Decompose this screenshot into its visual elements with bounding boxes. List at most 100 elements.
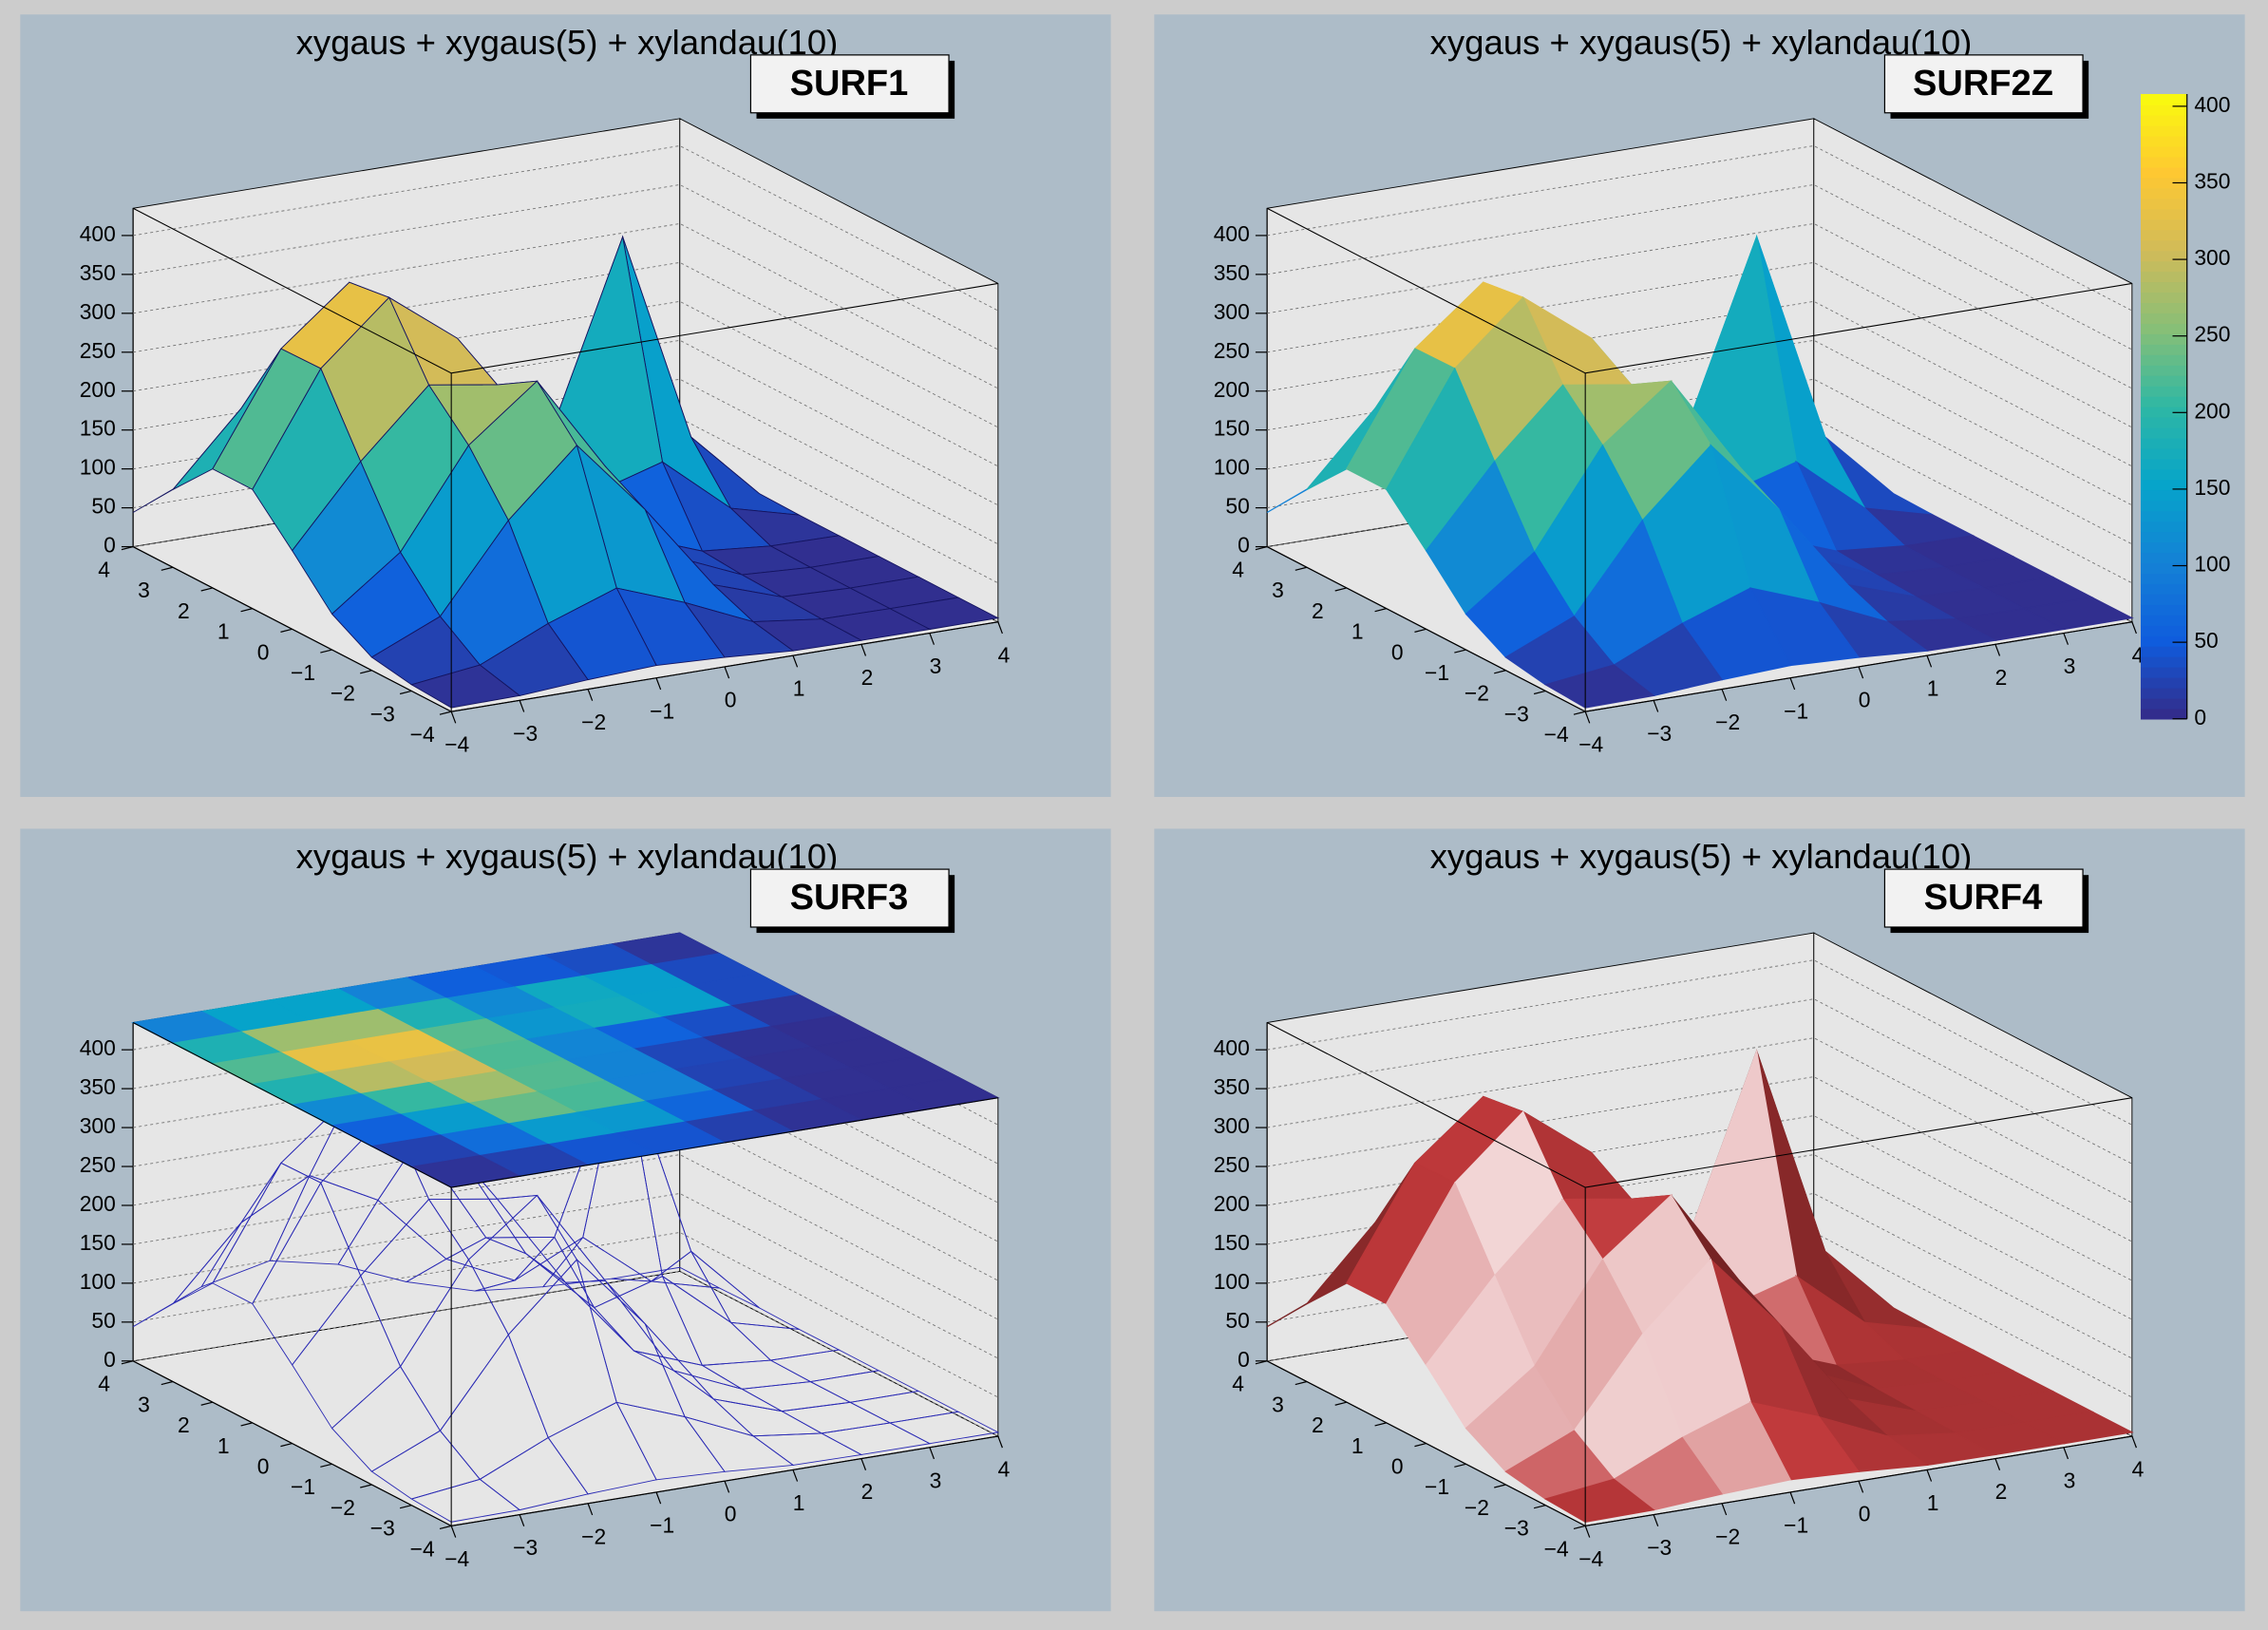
x-tick (2063, 1447, 2070, 1460)
grid-line (1267, 1115, 2133, 1281)
colorbar-band (2140, 177, 2187, 189)
grid-line (133, 417, 999, 584)
x-tick-label: −1 (1784, 698, 1808, 723)
x-tick-label: 3 (2064, 1468, 2076, 1492)
y-tick (1374, 1422, 1387, 1427)
y-tick (1334, 1401, 1348, 1406)
x-tick-label: 1 (793, 1490, 805, 1515)
x-tick (792, 654, 799, 668)
x-tick-label: −3 (1647, 721, 1672, 746)
y-tick (1414, 628, 1427, 633)
x-tick (929, 1447, 936, 1460)
y-tick-label: 2 (1312, 598, 1324, 623)
colorbar-band (2140, 354, 2187, 366)
z-tick-label: 400 (80, 1035, 116, 1060)
colorbar-band (2140, 281, 2187, 294)
colorbar-tick-label: 250 (2194, 322, 2230, 347)
y-tick-label: 4 (98, 557, 110, 581)
x-tick-label: 3 (2064, 654, 2076, 678)
grid-line (133, 183, 999, 351)
x-tick-label: 4 (998, 1457, 1011, 1482)
z-tick-label: 400 (1214, 1035, 1250, 1060)
y-tick-label: −3 (370, 1516, 395, 1541)
z-tick-label: 200 (80, 1191, 116, 1216)
grid-line (1267, 339, 2133, 506)
label-box (1883, 868, 2084, 928)
z-tick-label: 100 (80, 455, 116, 480)
colorbar-band (2140, 198, 2187, 210)
z-tick-label: 350 (1214, 260, 1250, 285)
surface-cell (410, 664, 521, 709)
y-tick (399, 1505, 412, 1509)
y-tick (1374, 608, 1387, 613)
y-tick-label: 4 (1232, 1372, 1244, 1396)
x-tick-label: 1 (1927, 1490, 1939, 1515)
x-tick (450, 711, 457, 724)
y-tick-label: −3 (1504, 701, 1529, 726)
x-tick (724, 1480, 730, 1493)
x-tick (1926, 1469, 1933, 1482)
y-tick-label: 1 (217, 1433, 230, 1458)
y-tick (439, 711, 452, 715)
y-tick-label: −1 (291, 1474, 315, 1499)
colorbar-band (2140, 145, 2187, 158)
colorbar-band (2140, 625, 2187, 636)
y-tick-label: 3 (1272, 578, 1284, 602)
grid-line (1267, 1037, 2133, 1204)
z-tick-label: 350 (80, 260, 116, 285)
y-tick (399, 690, 412, 695)
y-tick (1573, 1525, 1586, 1530)
x-tick-label: 2 (1995, 665, 2008, 690)
y-tick-label: 4 (98, 1372, 110, 1396)
z-tick-label: 350 (1214, 1074, 1250, 1099)
x-tick-label: 0 (725, 688, 737, 712)
colorbar-tick-label: 200 (2194, 398, 2230, 423)
colorbar-band (2140, 93, 2187, 105)
z-tick-label: 50 (91, 1308, 115, 1333)
colorbar-band (2140, 573, 2187, 584)
grid-line (1267, 1154, 2133, 1320)
y-tick-label: −1 (1425, 660, 1449, 685)
colorbar-band (2140, 500, 2187, 512)
y-tick-label: 1 (1351, 1433, 1364, 1458)
y-tick-label: −2 (1465, 1495, 1489, 1520)
x-tick-label: 1 (793, 676, 805, 701)
x-tick-label: 2 (861, 665, 874, 690)
colorbar-band (2140, 635, 2187, 647)
grid-line (1267, 959, 2133, 1126)
z-tick-label: 300 (1214, 1113, 1250, 1138)
x-tick-label: −2 (581, 1524, 606, 1548)
z-tick-label: 250 (80, 338, 116, 363)
z-tick-label: 100 (1214, 1269, 1250, 1294)
colorbar-band (2140, 166, 2187, 179)
grid-line (133, 222, 999, 389)
colorbar-band (2140, 468, 2187, 481)
y-tick (360, 1484, 372, 1488)
z-tick-label: 0 (1238, 533, 1250, 558)
colorbar-band (2140, 406, 2187, 418)
x-tick (2063, 633, 2070, 645)
x-tick (1584, 1526, 1591, 1538)
label-box (749, 54, 950, 114)
z-tick-label: 150 (1214, 1230, 1250, 1255)
x-tick (1926, 654, 1933, 668)
y-tick-label: −2 (331, 681, 355, 706)
grid-line (133, 339, 999, 506)
colorbar-band (2140, 260, 2187, 273)
x-tick-label: 3 (930, 1468, 942, 1492)
colorbar-band (2140, 218, 2187, 231)
z-tick-label: 200 (1214, 377, 1250, 402)
colorbar-band (2140, 615, 2187, 626)
colorbar-tick-label: 400 (2194, 92, 2230, 117)
y-tick-label: −4 (410, 722, 435, 747)
chart-title: xygaus + xygaus(5) + xylandau(10) (296, 837, 839, 876)
y-tick (1295, 1380, 1308, 1386)
x-tick (519, 1514, 525, 1526)
z-tick-label: 200 (1214, 1191, 1250, 1216)
x-tick-label: −2 (1715, 1524, 1740, 1548)
grid-line (133, 1154, 999, 1320)
y-tick (1295, 566, 1308, 571)
colorbar-band (2140, 531, 2187, 543)
